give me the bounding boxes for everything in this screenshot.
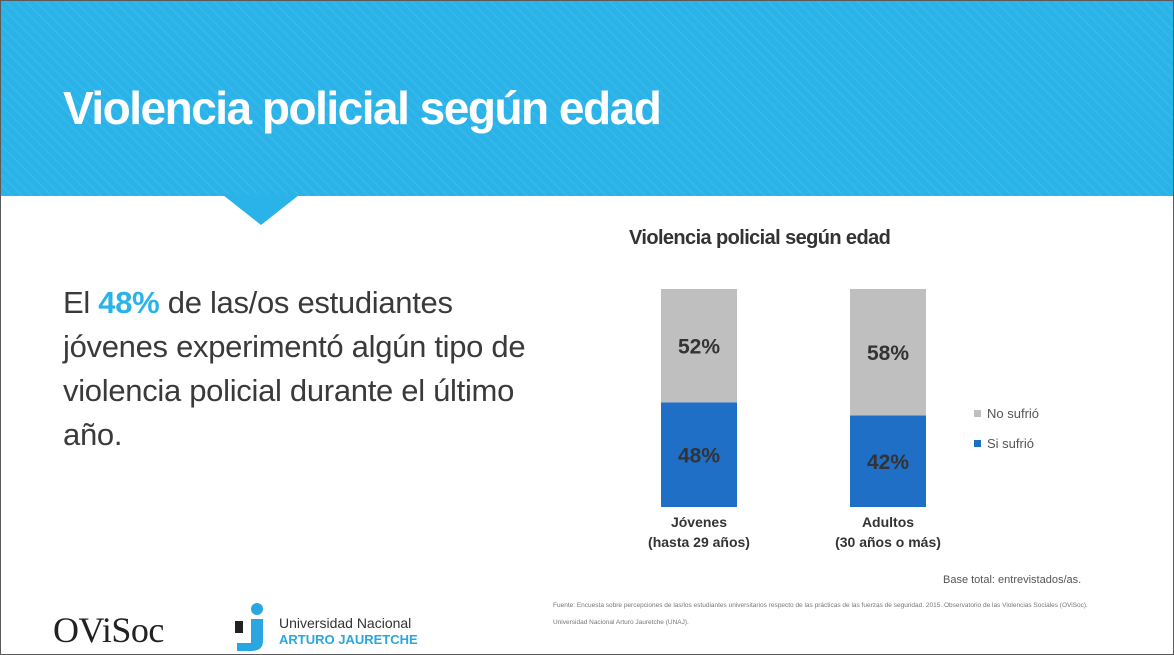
category-label-0-1: (hasta 29 años): [648, 534, 750, 550]
data-label-no-sufrio-1: 58%: [867, 342, 909, 365]
header-banner: Violencia policial según edad: [1, 1, 1173, 196]
unaj-name-line2: ARTURO JAURETCHE: [279, 632, 418, 647]
summary-prefix: El: [63, 285, 99, 320]
data-label-no-sufrio-0: 52%: [678, 336, 720, 359]
legend-item-si-sufrio: Si sufrió: [974, 428, 1039, 458]
unaj-mark-icon: [235, 603, 263, 651]
bar-no-sufrio-0: [661, 289, 737, 403]
data-label-si-sufrio-1: 42%: [867, 451, 909, 474]
data-label-si-sufrio-0: 48%: [678, 445, 720, 468]
summary-highlight: 48%: [98, 285, 160, 320]
legend-label-si-sufrio: Si sufrió: [987, 435, 1034, 451]
chart-legend: No sufrió Si sufrió: [974, 398, 1039, 458]
legend-swatch-si-sufrio: [974, 439, 981, 447]
unaj-logo: Universidad Nacional ARTURO JAURETCHE: [233, 601, 483, 651]
summary-rest: de las/os estudiantes jóvenes experiment…: [63, 285, 526, 452]
category-label-1-0: Adultos: [862, 514, 914, 530]
bar-si-sufrio-1: [850, 415, 926, 507]
summary-text: El 48% de las/os estudiantes jóvenes exp…: [63, 281, 543, 457]
base-note: Base total: entrevistados/as.: [943, 574, 1082, 586]
bar-si-sufrio-0: [661, 402, 737, 507]
legend-swatch-no-sufrio: [974, 409, 981, 417]
legend-item-no-sufrio: No sufrió: [974, 398, 1039, 428]
category-label-0-0: Jóvenes: [671, 514, 727, 530]
bar-no-sufrio-1: [850, 289, 926, 416]
legend-label-no-sufrio: No sufrió: [987, 405, 1040, 421]
page-title: Violencia policial según edad: [63, 82, 662, 134]
chart-title: Violencia policial según edad: [629, 227, 891, 249]
header-notch: [223, 195, 299, 225]
unaj-name-line1: Universidad Nacional: [279, 615, 412, 631]
stacked-bar-chart: 48% 52% Jóvenes (hasta 29 años) 42% 58% Adulto…: [648, 289, 941, 550]
ovisoc-logo: OViSoc: [53, 610, 164, 650]
category-label-1-1: (30 años o más): [835, 534, 941, 550]
source-note: Fuente: Encuesta sobre percepciones de l…: [553, 602, 1088, 626]
